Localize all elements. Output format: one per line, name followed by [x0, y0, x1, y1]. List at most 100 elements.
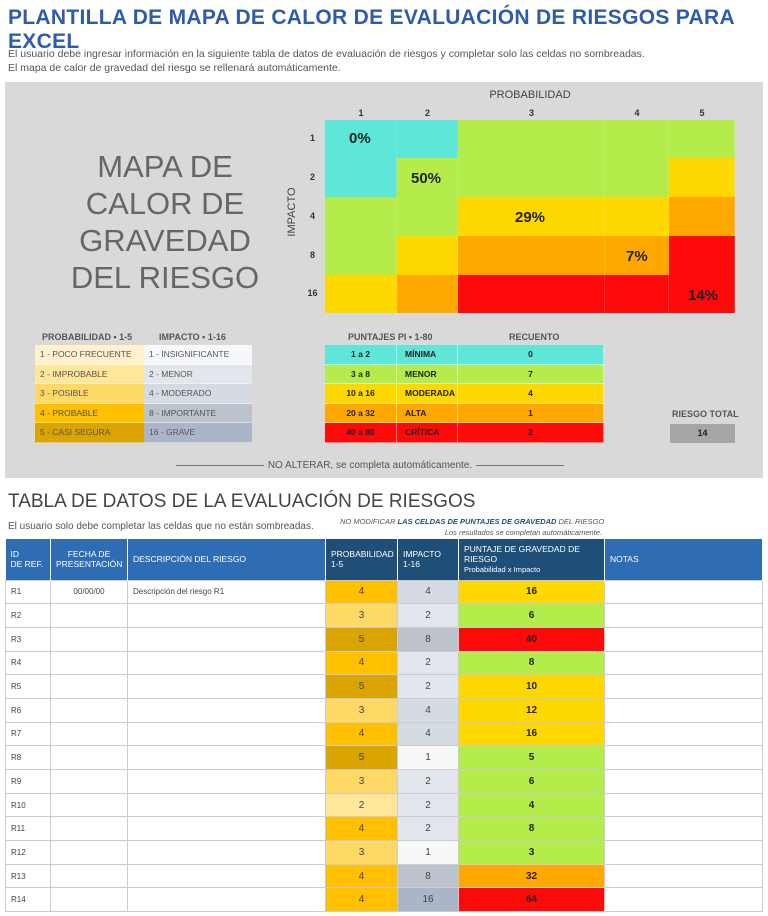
- date-cell[interactable]: [50, 816, 128, 842]
- heatmap-percent-label: 7%: [626, 248, 648, 265]
- impact-cell[interactable]: 4: [397, 697, 459, 723]
- probability-cell[interactable]: 5: [325, 674, 398, 699]
- notes-cell[interactable]: [604, 579, 763, 605]
- probability-cell[interactable]: 2: [325, 792, 398, 818]
- date-cell[interactable]: [50, 840, 128, 865]
- prob-legend-item: 1 - POCO FRECUENTE: [35, 345, 144, 365]
- col-desc: DESCRIPCIÓN DEL RIESGO: [127, 539, 326, 580]
- probability-cell[interactable]: 3: [325, 769, 398, 794]
- probability-cell[interactable]: 4: [325, 579, 398, 605]
- prob-legend-item: 4 - PROBABLE: [35, 403, 144, 423]
- notes-cell[interactable]: [604, 603, 763, 628]
- notes-cell[interactable]: [604, 769, 763, 794]
- description-cell[interactable]: [127, 603, 326, 628]
- description-cell[interactable]: [127, 792, 326, 818]
- notes-cell[interactable]: [604, 626, 763, 652]
- probability-cell[interactable]: 4: [325, 863, 398, 889]
- notes-cell[interactable]: [604, 887, 763, 913]
- date-cell[interactable]: [50, 697, 128, 723]
- description-cell[interactable]: [127, 674, 326, 699]
- impact-cell[interactable]: 2: [397, 603, 459, 628]
- description-cell[interactable]: [127, 863, 326, 889]
- notes-cell[interactable]: [604, 745, 763, 770]
- date-cell[interactable]: [50, 721, 128, 747]
- severity-score-cell: 16: [458, 721, 605, 747]
- impact-cell[interactable]: 2: [397, 816, 459, 842]
- notes-cell[interactable]: [604, 674, 763, 699]
- heatmap-cell: [325, 197, 397, 236]
- impact-cell[interactable]: 4: [397, 579, 459, 605]
- probability-cell[interactable]: 5: [325, 745, 398, 770]
- table-row: R3 5 8 40: [5, 626, 763, 652]
- notes-cell[interactable]: [604, 697, 763, 723]
- date-cell[interactable]: 00/00/00: [50, 579, 128, 605]
- impact-cell[interactable]: 1: [397, 745, 459, 770]
- no-alter-note: NO ALTERAR, se completa automáticamente.: [165, 460, 575, 471]
- impact-cell[interactable]: 2: [397, 650, 459, 676]
- h: PROBABILIDAD: [331, 549, 394, 560]
- description-cell[interactable]: [127, 840, 326, 865]
- probability-cell[interactable]: 4: [325, 816, 398, 842]
- description-cell[interactable]: [127, 650, 326, 676]
- imp-legend-item: 4 - MODERADO: [144, 384, 252, 404]
- date-cell[interactable]: [50, 863, 128, 889]
- impact-cell[interactable]: 16: [397, 887, 459, 913]
- warning-c: DEL RIESGO: [556, 517, 605, 526]
- row-id: R7: [5, 721, 51, 747]
- probability-cell[interactable]: 4: [325, 721, 398, 747]
- score-range: 10 a 16: [325, 384, 397, 404]
- score-count: 1: [458, 403, 604, 423]
- description-cell[interactable]: [127, 816, 326, 842]
- impact-cell[interactable]: 2: [397, 769, 459, 794]
- impact-cell[interactable]: 8: [397, 863, 459, 889]
- row-id: R12: [5, 840, 51, 865]
- description-cell[interactable]: [127, 769, 326, 794]
- col-fecha: FECHA DE PRESENTACIÓN: [50, 539, 128, 580]
- table-row: R9 3 2 6: [5, 769, 763, 794]
- description-cell[interactable]: [127, 626, 326, 652]
- probability-cell[interactable]: 3: [325, 603, 398, 628]
- score-count: 4: [458, 384, 604, 404]
- impact-cell[interactable]: 1: [397, 840, 459, 865]
- row-id: R10: [5, 792, 51, 818]
- notes-cell[interactable]: [604, 721, 763, 747]
- description-cell[interactable]: [127, 697, 326, 723]
- description-cell[interactable]: [127, 887, 326, 913]
- table-row: R2 3 2 6: [5, 603, 763, 628]
- col-imp: IMPACTO 1-16: [397, 539, 459, 580]
- risk-data-table: ID DE REF. FECHA DE PRESENTACIÓN DESCRIPCI…: [5, 539, 763, 913]
- heatmap-title: MAPA DE CALOR DE GRAVEDAD DEL RIESGO: [40, 148, 290, 296]
- description-cell[interactable]: Descripción del riesgo R1: [127, 579, 326, 605]
- x-tick-label: 2: [424, 108, 430, 118]
- notes-cell[interactable]: [604, 863, 763, 889]
- date-cell[interactable]: [50, 603, 128, 628]
- impact-cell[interactable]: 8: [397, 626, 459, 652]
- notes-cell[interactable]: [604, 816, 763, 842]
- probability-cell[interactable]: 4: [325, 650, 398, 676]
- notes-cell[interactable]: [604, 650, 763, 676]
- impact-cell[interactable]: 4: [397, 721, 459, 747]
- row-id: R1: [5, 579, 51, 605]
- notes-cell[interactable]: [604, 840, 763, 865]
- impact-cell[interactable]: 2: [397, 674, 459, 699]
- notes-cell[interactable]: [604, 792, 763, 818]
- heatmap-cell: [325, 236, 397, 275]
- probability-cell[interactable]: 4: [325, 887, 398, 913]
- severity-score-cell: 3: [458, 840, 605, 865]
- date-cell[interactable]: [50, 626, 128, 652]
- date-cell[interactable]: [50, 769, 128, 794]
- description-cell[interactable]: [127, 721, 326, 747]
- probability-cell[interactable]: 3: [325, 840, 398, 865]
- probability-cell[interactable]: 5: [325, 626, 398, 652]
- h: ID: [10, 549, 20, 560]
- description-cell[interactable]: [127, 745, 326, 770]
- date-cell[interactable]: [50, 887, 128, 913]
- date-cell[interactable]: [50, 674, 128, 699]
- heatmap-cell: [605, 275, 669, 313]
- probability-cell[interactable]: 3: [325, 697, 398, 723]
- date-cell[interactable]: [50, 792, 128, 818]
- table-title: TABLA DE DATOS DE LA EVALUACIÓN DE RIESG…: [8, 491, 476, 512]
- impact-cell[interactable]: 2: [397, 792, 459, 818]
- date-cell[interactable]: [50, 650, 128, 676]
- date-cell[interactable]: [50, 745, 128, 770]
